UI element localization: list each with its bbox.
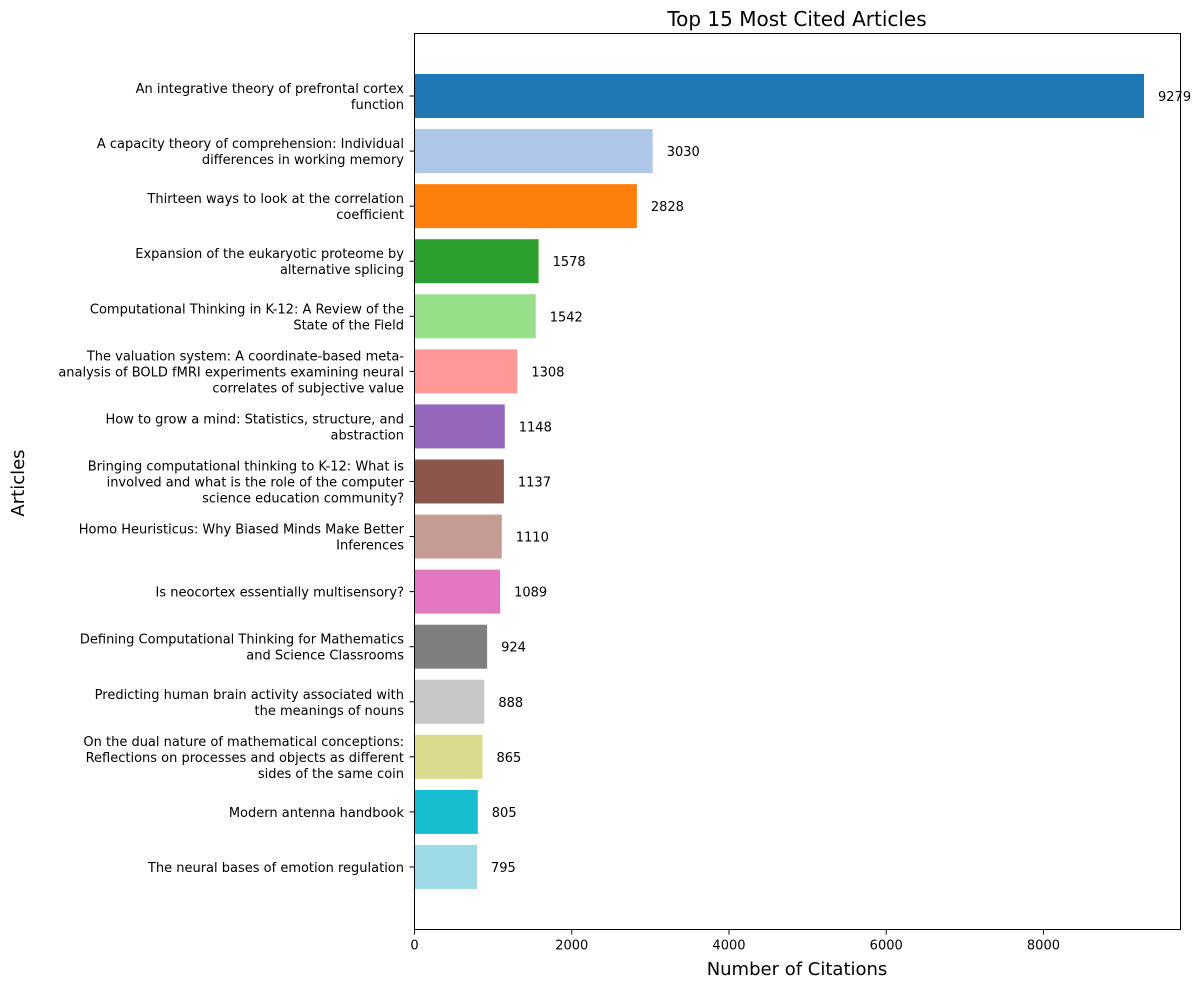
plot-frame [414,33,1181,930]
category-label-7: How to grow a mind: Statistics, structur… [106,412,405,443]
value-label-12: 888 [498,696,523,711]
category-label-line: Thirteen ways to look at the correlation [146,192,404,207]
bars-group [414,74,1145,889]
bar-11 [414,624,488,669]
category-label-line: the meanings of nouns [255,704,405,719]
value-label-2: 3030 [667,145,700,160]
category-label-5: Computational Thinking in K-12: A Review… [90,302,404,333]
bar-8 [414,459,504,504]
category-label-line: sides of the same coin [258,767,404,782]
bar-14 [414,789,478,834]
category-label-line: Computational Thinking in K-12: A Review… [90,302,404,317]
category-label-line: involved and what is the role of the com… [107,475,405,490]
value-label-11: 924 [501,641,526,656]
category-label-8: Bringing computational thinking to K-12:… [88,459,405,506]
category-label-line: How to grow a mind: Statistics, structur… [106,412,405,427]
x-tick-label: 2000 [555,939,588,954]
category-label-line: Defining Computational Thinking for Math… [80,633,404,648]
x-tick-label: 6000 [870,939,903,954]
category-label-10: Is neocortex essentially multisensory? [156,586,404,601]
category-label-line: Predicting human brain activity associat… [95,688,404,703]
bar-12 [414,679,485,724]
category-label-line: analysis of BOLD fMRI experiments examin… [58,365,404,380]
category-label-line: correlates of subjective value [212,381,404,396]
category-label-line: alternative splicing [280,263,404,278]
value-label-8: 1137 [518,475,551,490]
category-label-line: A capacity theory of comprehension: Indi… [97,137,404,152]
value-label-6: 1308 [531,365,564,380]
x-axis-label: Number of Citations [707,959,888,980]
bar-9 [414,514,502,559]
value-label-9: 1110 [516,531,549,546]
category-label-line: differences in working memory [202,153,404,168]
category-label-line: Modern antenna handbook [229,806,405,821]
value-label-4: 1578 [553,255,586,270]
bar-13 [414,734,483,779]
bar-3 [414,184,637,229]
x-ticks-group: 0 2000 4000 6000 8000 [410,929,1060,954]
value-label-3: 2828 [651,200,684,215]
bar-10 [414,569,501,614]
category-label-line: Bringing computational thinking to K-12:… [88,459,404,474]
category-labels-group: An integrative theory of prefrontal cort… [58,82,415,876]
category-label-line: function [351,98,404,113]
category-label-line: and Science Classrooms [246,649,404,664]
x-tick-label: 4000 [712,939,745,954]
bar-2 [414,129,653,174]
category-label-line: coefficient [336,208,404,223]
x-tick-label: 8000 [1027,939,1060,954]
category-label-13: On the dual nature of mathematical conce… [83,735,404,782]
value-label-13: 865 [497,751,522,766]
category-label-6: The valuation system: A coordinate-based… [58,349,404,396]
value-label-10: 1089 [514,586,547,601]
bar-7 [414,404,505,449]
y-axis-label: Articles [8,449,29,516]
category-label-line: On the dual nature of mathematical conce… [83,735,404,750]
value-label-1: 9279 [1158,90,1191,105]
category-label-1: An integrative theory of prefrontal cort… [136,82,405,113]
value-label-7: 1148 [519,420,552,435]
category-label-15: The neural bases of emotion regulation [147,861,404,876]
category-label-9: Homo Heuristicus: Why Biased Minds Make … [79,523,405,554]
category-label-line: science education community? [202,491,404,506]
category-label-line: Expansion of the eukaryotic proteome by [135,247,404,262]
category-label-3: Thirteen ways to look at the correlation… [146,192,404,223]
bar-1 [414,74,1145,118]
category-label-14: Modern antenna handbook [229,806,405,821]
category-label-4: Expansion of the eukaryotic proteome by a… [135,247,404,278]
value-label-15: 795 [491,861,516,876]
x-tick-label: 0 [410,939,418,954]
bar-15 [414,844,478,889]
category-label-2: A capacity theory of comprehension: Indi… [97,137,404,168]
category-label-line: The neural bases of emotion regulation [147,861,404,876]
bar-5 [414,294,536,339]
category-label-line: The valuation system: A coordinate-based… [86,349,404,364]
category-label-line: abstraction [331,428,404,443]
chart-title: Top 15 Most Cited Articles [666,7,926,31]
category-label-line: Reflections on processes and objects as … [86,751,404,766]
category-label-line: An integrative theory of prefrontal cort… [136,82,405,97]
category-label-12: Predicting human brain activity associat… [95,688,405,719]
category-label-line: Inferences [336,539,404,554]
category-label-11: Defining Computational Thinking for Math… [80,633,404,664]
category-label-line: Homo Heuristicus: Why Biased Minds Make … [79,523,405,538]
value-label-14: 805 [492,806,517,821]
category-label-line: Is neocortex essentially multisensory? [156,586,404,601]
value-label-5: 1542 [550,310,583,325]
bar-6 [414,349,518,394]
bar-4 [414,239,539,284]
value-labels-group: 9279 3030 2828 1578 1542 1308 1148 1137 1110 1089… [491,90,1191,876]
category-label-line: State of the Field [293,318,404,333]
